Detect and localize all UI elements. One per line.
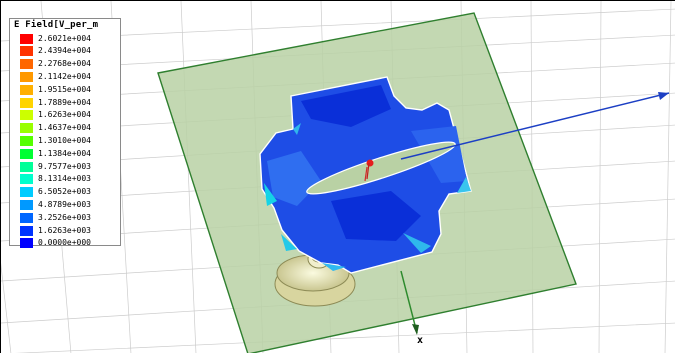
legend-row: 3.2526e+003 — [20, 212, 91, 223]
legend-label: 1.7889e+004 — [38, 97, 91, 107]
legend-label: 6.5052e+003 — [38, 187, 91, 197]
legend-swatch — [20, 59, 33, 70]
legend-swatch — [20, 33, 33, 44]
legend-label: 0.0000e+000 — [38, 238, 91, 248]
legend-row: 9.7577e+003 — [20, 161, 91, 172]
legend-label: 1.6263e+003 — [38, 225, 91, 235]
legend-swatch — [20, 71, 33, 82]
legend-swatch — [20, 161, 33, 172]
legend-label: 2.6021e+004 — [38, 33, 91, 43]
legend-row: 1.6263e+003 — [20, 225, 91, 236]
legend-label: 3.2526e+003 — [38, 212, 91, 222]
legend-row: 1.1384e+004 — [20, 148, 91, 159]
legend-swatch — [20, 212, 33, 223]
legend-swatch — [20, 97, 33, 108]
legend-row: 2.1142e+004 — [20, 71, 91, 82]
legend-swatch — [20, 225, 33, 236]
legend-swatch — [20, 187, 33, 198]
legend-row: 2.4394e+004 — [20, 46, 91, 57]
legend-row: 2.6021e+004 — [20, 33, 91, 44]
x-axis-label: x — [417, 335, 424, 346]
legend-swatch — [20, 123, 33, 134]
legend-swatch — [20, 238, 33, 249]
legend-label: 9.7577e+003 — [38, 161, 91, 171]
legend-swatch — [20, 110, 33, 121]
legend-label: 8.1314e+003 — [38, 174, 91, 184]
legend-swatch — [20, 84, 33, 95]
legend-label: 2.1142e+004 — [38, 71, 91, 81]
legend-row: 1.3010e+004 — [20, 135, 91, 146]
legend-row: 1.6263e+004 — [20, 110, 91, 121]
coordinate-axes — [366, 92, 670, 335]
legend-label: 2.2768e+004 — [38, 59, 91, 69]
legend-row: 0.0000e+000 — [20, 238, 91, 249]
field-legend[interactable]: E Field[V_per_m 2.6021e+004 2.4394e+004 2.… — [9, 18, 121, 249]
legend-swatch — [20, 135, 33, 146]
legend-swatch — [20, 199, 33, 210]
legend-label: 1.6263e+004 — [38, 110, 91, 120]
legend-label: 1.3010e+004 — [38, 135, 91, 145]
legend-swatch — [20, 148, 33, 159]
legend-swatch — [20, 174, 33, 185]
legend-row: 8.1314e+003 — [20, 174, 91, 185]
legend-label: 1.9515e+004 — [38, 84, 91, 94]
legend-row: 2.2768e+004 — [20, 59, 91, 70]
legend-label: 1.1384e+004 — [38, 148, 91, 158]
legend-title: E Field[V_per_m — [14, 20, 99, 30]
legend-row: 1.4637e+004 — [20, 123, 91, 134]
e-field-patch[interactable] — [259, 76, 472, 274]
legend-swatch — [20, 46, 33, 57]
legend-row: 1.9515e+004 — [20, 84, 91, 95]
legend-row: 4.8789e+003 — [20, 199, 91, 210]
legend-label: 4.8789e+003 — [38, 199, 91, 209]
legend-label: 1.4637e+004 — [38, 123, 91, 133]
legend-row: 1.7889e+004 — [20, 97, 91, 108]
legend-label: 2.4394e+004 — [38, 46, 91, 56]
legend-row: 6.5052e+003 — [20, 187, 91, 198]
